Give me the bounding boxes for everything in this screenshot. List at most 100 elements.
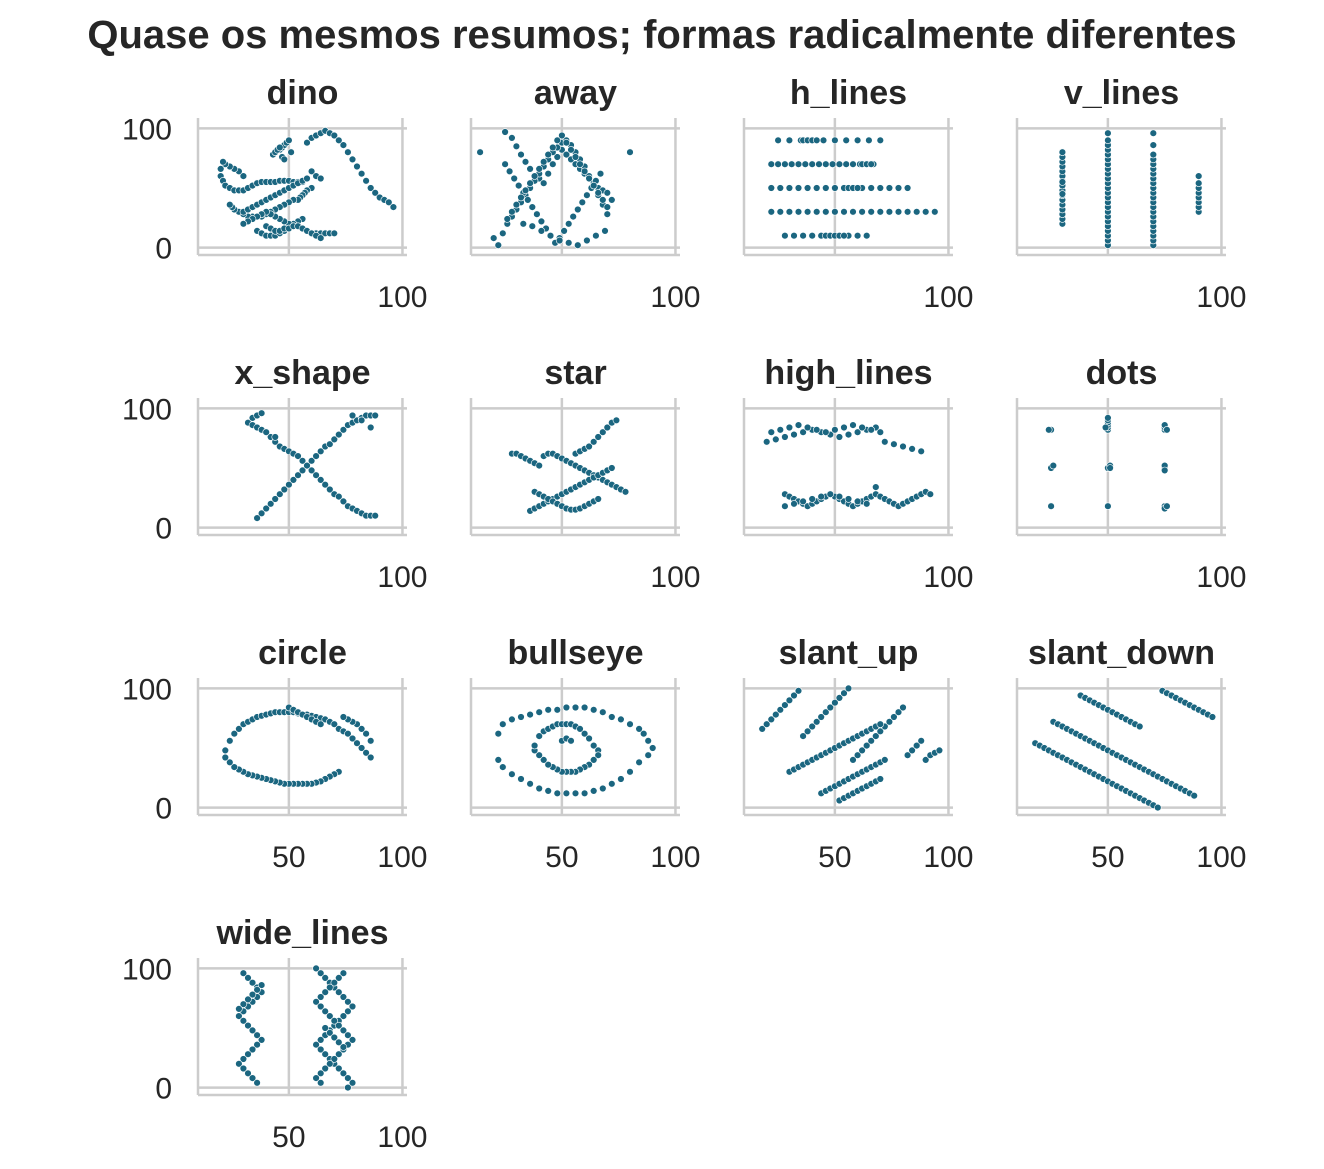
data-point bbox=[544, 787, 552, 795]
data-point bbox=[876, 184, 885, 192]
x-tick-label: 100 bbox=[377, 1121, 427, 1154]
data-point bbox=[262, 504, 270, 513]
data-point bbox=[526, 780, 534, 788]
data-point bbox=[217, 165, 225, 173]
data-point bbox=[776, 706, 784, 714]
data-point bbox=[599, 708, 607, 716]
data-point bbox=[326, 485, 334, 494]
data-point bbox=[526, 179, 534, 187]
data-point bbox=[580, 789, 589, 798]
data-point bbox=[371, 411, 379, 420]
data-point bbox=[335, 136, 343, 144]
data-point bbox=[790, 500, 798, 508]
data-point bbox=[767, 208, 775, 216]
data-point bbox=[330, 1017, 339, 1025]
data-point bbox=[594, 495, 602, 503]
data-point bbox=[339, 713, 348, 721]
x-tick-label: 100 bbox=[923, 561, 973, 594]
data-point bbox=[330, 979, 339, 987]
data-point bbox=[849, 756, 857, 764]
data-point bbox=[853, 136, 862, 144]
data-point bbox=[316, 993, 325, 1001]
data-point bbox=[335, 492, 343, 501]
data-point bbox=[844, 684, 853, 693]
x-tick-label: 50 bbox=[272, 1121, 305, 1154]
data-point bbox=[555, 236, 564, 245]
data-point bbox=[239, 1017, 248, 1025]
data-point bbox=[312, 1074, 320, 1082]
x-tick-label: 100 bbox=[650, 281, 700, 314]
data-point bbox=[239, 1055, 248, 1063]
data-point bbox=[330, 131, 339, 140]
data-point bbox=[576, 725, 584, 733]
data-point bbox=[822, 428, 830, 436]
data-point bbox=[312, 471, 320, 479]
data-point bbox=[808, 722, 816, 731]
data-point bbox=[885, 718, 894, 726]
data-point bbox=[510, 174, 518, 183]
data-point bbox=[330, 1055, 339, 1063]
data-point bbox=[844, 430, 853, 439]
data-point bbox=[1045, 426, 1053, 434]
data-point bbox=[353, 162, 361, 171]
data-point bbox=[644, 751, 652, 759]
data-point bbox=[521, 186, 530, 195]
data-point bbox=[603, 189, 612, 197]
data-point bbox=[344, 1074, 352, 1082]
data-point bbox=[580, 729, 589, 738]
data-point bbox=[576, 160, 584, 168]
chart-title: Quase os mesmos resumos; formas radicalm… bbox=[87, 13, 1236, 57]
data-point bbox=[321, 988, 329, 996]
data-point bbox=[922, 208, 930, 216]
x-tick-label: 100 bbox=[377, 561, 427, 594]
data-point bbox=[822, 708, 830, 716]
data-point bbox=[1047, 502, 1055, 510]
data-point bbox=[635, 758, 643, 767]
data-point bbox=[903, 208, 912, 216]
data-point bbox=[858, 208, 866, 216]
data-point bbox=[499, 229, 507, 238]
data-point bbox=[321, 1007, 329, 1015]
data-point bbox=[1058, 148, 1067, 156]
data-point bbox=[339, 969, 348, 977]
data-point bbox=[494, 241, 502, 249]
data-point bbox=[348, 1079, 357, 1087]
data-point bbox=[876, 727, 885, 735]
data-point bbox=[626, 720, 634, 728]
data-point bbox=[913, 741, 921, 750]
data-point bbox=[367, 753, 375, 762]
data-point bbox=[831, 136, 839, 144]
data-point bbox=[553, 153, 562, 161]
data-point bbox=[785, 423, 794, 432]
data-point bbox=[571, 153, 580, 161]
data-point bbox=[826, 703, 835, 712]
data-point bbox=[294, 471, 302, 479]
data-point bbox=[1149, 141, 1158, 149]
y-tick-label: 0 bbox=[155, 1073, 172, 1106]
data-point bbox=[535, 751, 543, 759]
data-point bbox=[858, 423, 866, 432]
data-point bbox=[603, 423, 612, 432]
data-point bbox=[494, 729, 502, 738]
data-point bbox=[817, 492, 825, 501]
data-point bbox=[831, 208, 839, 216]
data-point bbox=[339, 1043, 348, 1051]
data-point bbox=[344, 998, 352, 1006]
data-point bbox=[517, 775, 525, 783]
data-point bbox=[794, 421, 803, 429]
data-point bbox=[348, 1036, 357, 1044]
data-point bbox=[596, 169, 605, 178]
data-point bbox=[867, 737, 875, 745]
panel-title: slant_down bbox=[1028, 634, 1215, 672]
data-point bbox=[285, 136, 293, 144]
data-point bbox=[339, 141, 348, 149]
data-point bbox=[794, 687, 803, 695]
data-point bbox=[253, 1031, 261, 1039]
data-point bbox=[1058, 190, 1067, 198]
data-point bbox=[840, 689, 848, 697]
data-point bbox=[339, 426, 348, 434]
data-point bbox=[812, 208, 821, 216]
data-point bbox=[564, 239, 573, 247]
panel-title: x_shape bbox=[234, 354, 370, 392]
data-point bbox=[235, 1012, 243, 1020]
